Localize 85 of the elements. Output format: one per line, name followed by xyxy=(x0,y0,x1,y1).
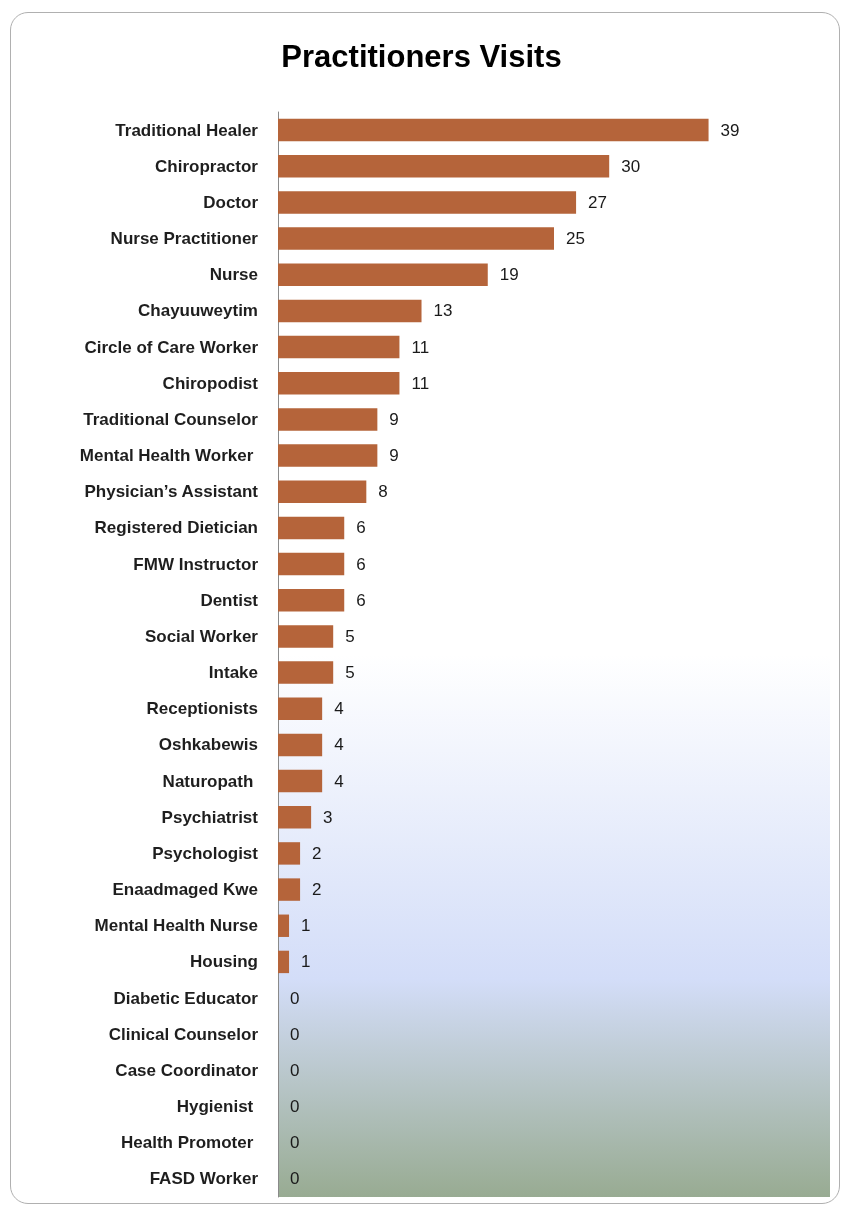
data-label: 0 xyxy=(290,988,300,1008)
data-label: 25 xyxy=(566,229,585,249)
data-label: 6 xyxy=(356,518,366,538)
data-label: 9 xyxy=(389,409,399,429)
y-tick-label: Dentist xyxy=(200,590,259,610)
y-tick-label: Case Coordinator xyxy=(115,1060,259,1080)
bar xyxy=(278,625,334,648)
y-tick-label: FMW Instructor xyxy=(133,554,259,574)
y-tick-label: Chiropodist xyxy=(162,373,259,393)
bar xyxy=(278,444,378,467)
bar xyxy=(278,263,488,286)
bar xyxy=(278,878,301,901)
data-label: 4 xyxy=(334,771,344,791)
data-label: 3 xyxy=(323,807,333,827)
y-tick-label: Nurse xyxy=(209,265,258,285)
y-tick-label: Circle of Care Worker xyxy=(84,337,259,357)
y-tick-label: Mental Health Worker xyxy=(79,446,258,466)
y-tick-label: Hygienist xyxy=(176,1097,258,1117)
y-tick-label: FASD Worker xyxy=(149,1169,259,1189)
data-label: 0 xyxy=(290,1024,300,1044)
data-label: 0 xyxy=(290,1060,300,1080)
data-label: 0 xyxy=(290,1133,300,1153)
y-tick-label: Doctor xyxy=(203,192,259,212)
data-label: 30 xyxy=(621,156,641,176)
bar xyxy=(278,769,323,793)
bar xyxy=(278,299,422,323)
bar xyxy=(278,733,323,757)
data-label: 8 xyxy=(378,482,388,502)
data-label: 0 xyxy=(290,1097,300,1117)
bar xyxy=(278,661,334,684)
bar xyxy=(278,589,345,612)
y-tick-label: Registered Dietician xyxy=(94,518,258,538)
bar xyxy=(278,191,577,214)
y-tick-label: Receptionists xyxy=(146,699,258,719)
y-tick-label: Psychiatrist xyxy=(161,807,259,827)
bar xyxy=(278,914,290,937)
data-label: 11 xyxy=(411,373,430,393)
y-tick-label: Mental Health Nurse xyxy=(94,916,258,936)
y-tick-label: Psychologist xyxy=(152,843,259,863)
bar xyxy=(278,335,400,359)
y-tick-label: Oshkabewis xyxy=(158,735,258,755)
bar xyxy=(278,516,345,540)
bar xyxy=(278,552,345,576)
data-label: 1 xyxy=(301,916,311,936)
bar xyxy=(278,372,400,395)
y-tick-label: Naturopath xyxy=(162,771,258,791)
chart-title: Practitioners Visits xyxy=(281,39,562,74)
y-tick-label: Diabetic Educator xyxy=(113,988,259,1008)
y-tick-label: Traditional Counselor xyxy=(83,409,259,429)
y-tick-label: Housing xyxy=(190,952,258,972)
data-label: 39 xyxy=(720,120,740,140)
data-label: 5 xyxy=(345,626,355,646)
y-tick-label: Clinical Counselor xyxy=(108,1024,259,1044)
bar xyxy=(278,227,554,250)
data-label: 9 xyxy=(389,446,399,466)
data-label: 13 xyxy=(433,301,453,321)
bar xyxy=(278,155,610,178)
data-label: 4 xyxy=(334,699,344,719)
y-tick-label: Chiropractor xyxy=(155,156,259,176)
y-tick-label: Physician’s Assistant xyxy=(84,482,259,502)
data-label: 1 xyxy=(301,952,311,972)
y-tick-label: Intake xyxy=(208,663,258,683)
data-label: 6 xyxy=(356,554,366,574)
bar xyxy=(278,806,312,829)
bar xyxy=(278,480,367,503)
data-label: 4 xyxy=(334,735,344,755)
data-label: 2 xyxy=(312,880,322,900)
data-label: 2 xyxy=(312,843,322,863)
y-tick-label: Health Promoter xyxy=(121,1133,258,1153)
data-label: 0 xyxy=(290,1169,300,1189)
data-label: 11 xyxy=(411,337,430,357)
bar xyxy=(278,118,709,142)
data-label: 6 xyxy=(356,590,366,610)
y-tick-label: Traditional Healer xyxy=(115,120,259,140)
bar xyxy=(278,408,378,431)
y-tick-label: Nurse Practitioner xyxy=(110,229,259,249)
data-label: 27 xyxy=(588,192,607,212)
data-label: 19 xyxy=(499,265,519,285)
bar xyxy=(278,842,301,865)
y-tick-label: Social Worker xyxy=(144,626,259,646)
data-label: 5 xyxy=(345,663,355,683)
bar xyxy=(278,697,323,720)
bar xyxy=(278,950,290,974)
y-tick-label: Chayuuweytim xyxy=(138,301,258,321)
y-tick-label: Enaadmaged Kwe xyxy=(112,880,258,900)
